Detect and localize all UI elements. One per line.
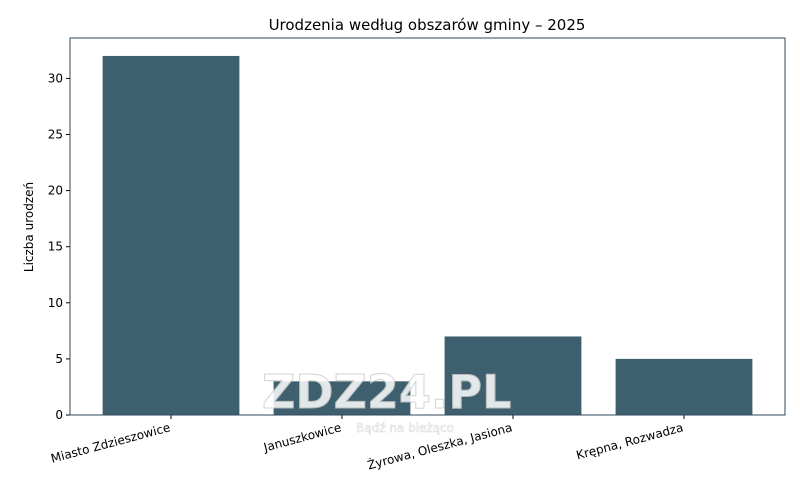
y-tick-label: 30 xyxy=(48,71,63,85)
chart-title: Urodzenia według obszarów gminy – 2025 xyxy=(269,16,586,34)
bar xyxy=(273,381,411,415)
watermark-tagline: Bądź na bieżąco xyxy=(356,421,454,435)
y-tick-label: 15 xyxy=(48,240,63,254)
watermark-logo: ZDZ24.PL xyxy=(262,365,511,419)
plot-frame xyxy=(69,37,786,416)
bar xyxy=(444,336,582,415)
bar xyxy=(102,55,240,415)
y-tick-label: 0 xyxy=(55,408,63,422)
bar xyxy=(615,358,753,415)
y-tick-label: 25 xyxy=(48,127,63,141)
y-axis-label: Liczba urodzeń xyxy=(22,182,36,272)
y-tick-label: 5 xyxy=(55,352,63,366)
y-tick-label: 10 xyxy=(48,296,63,310)
y-tick-label: 20 xyxy=(48,184,63,198)
